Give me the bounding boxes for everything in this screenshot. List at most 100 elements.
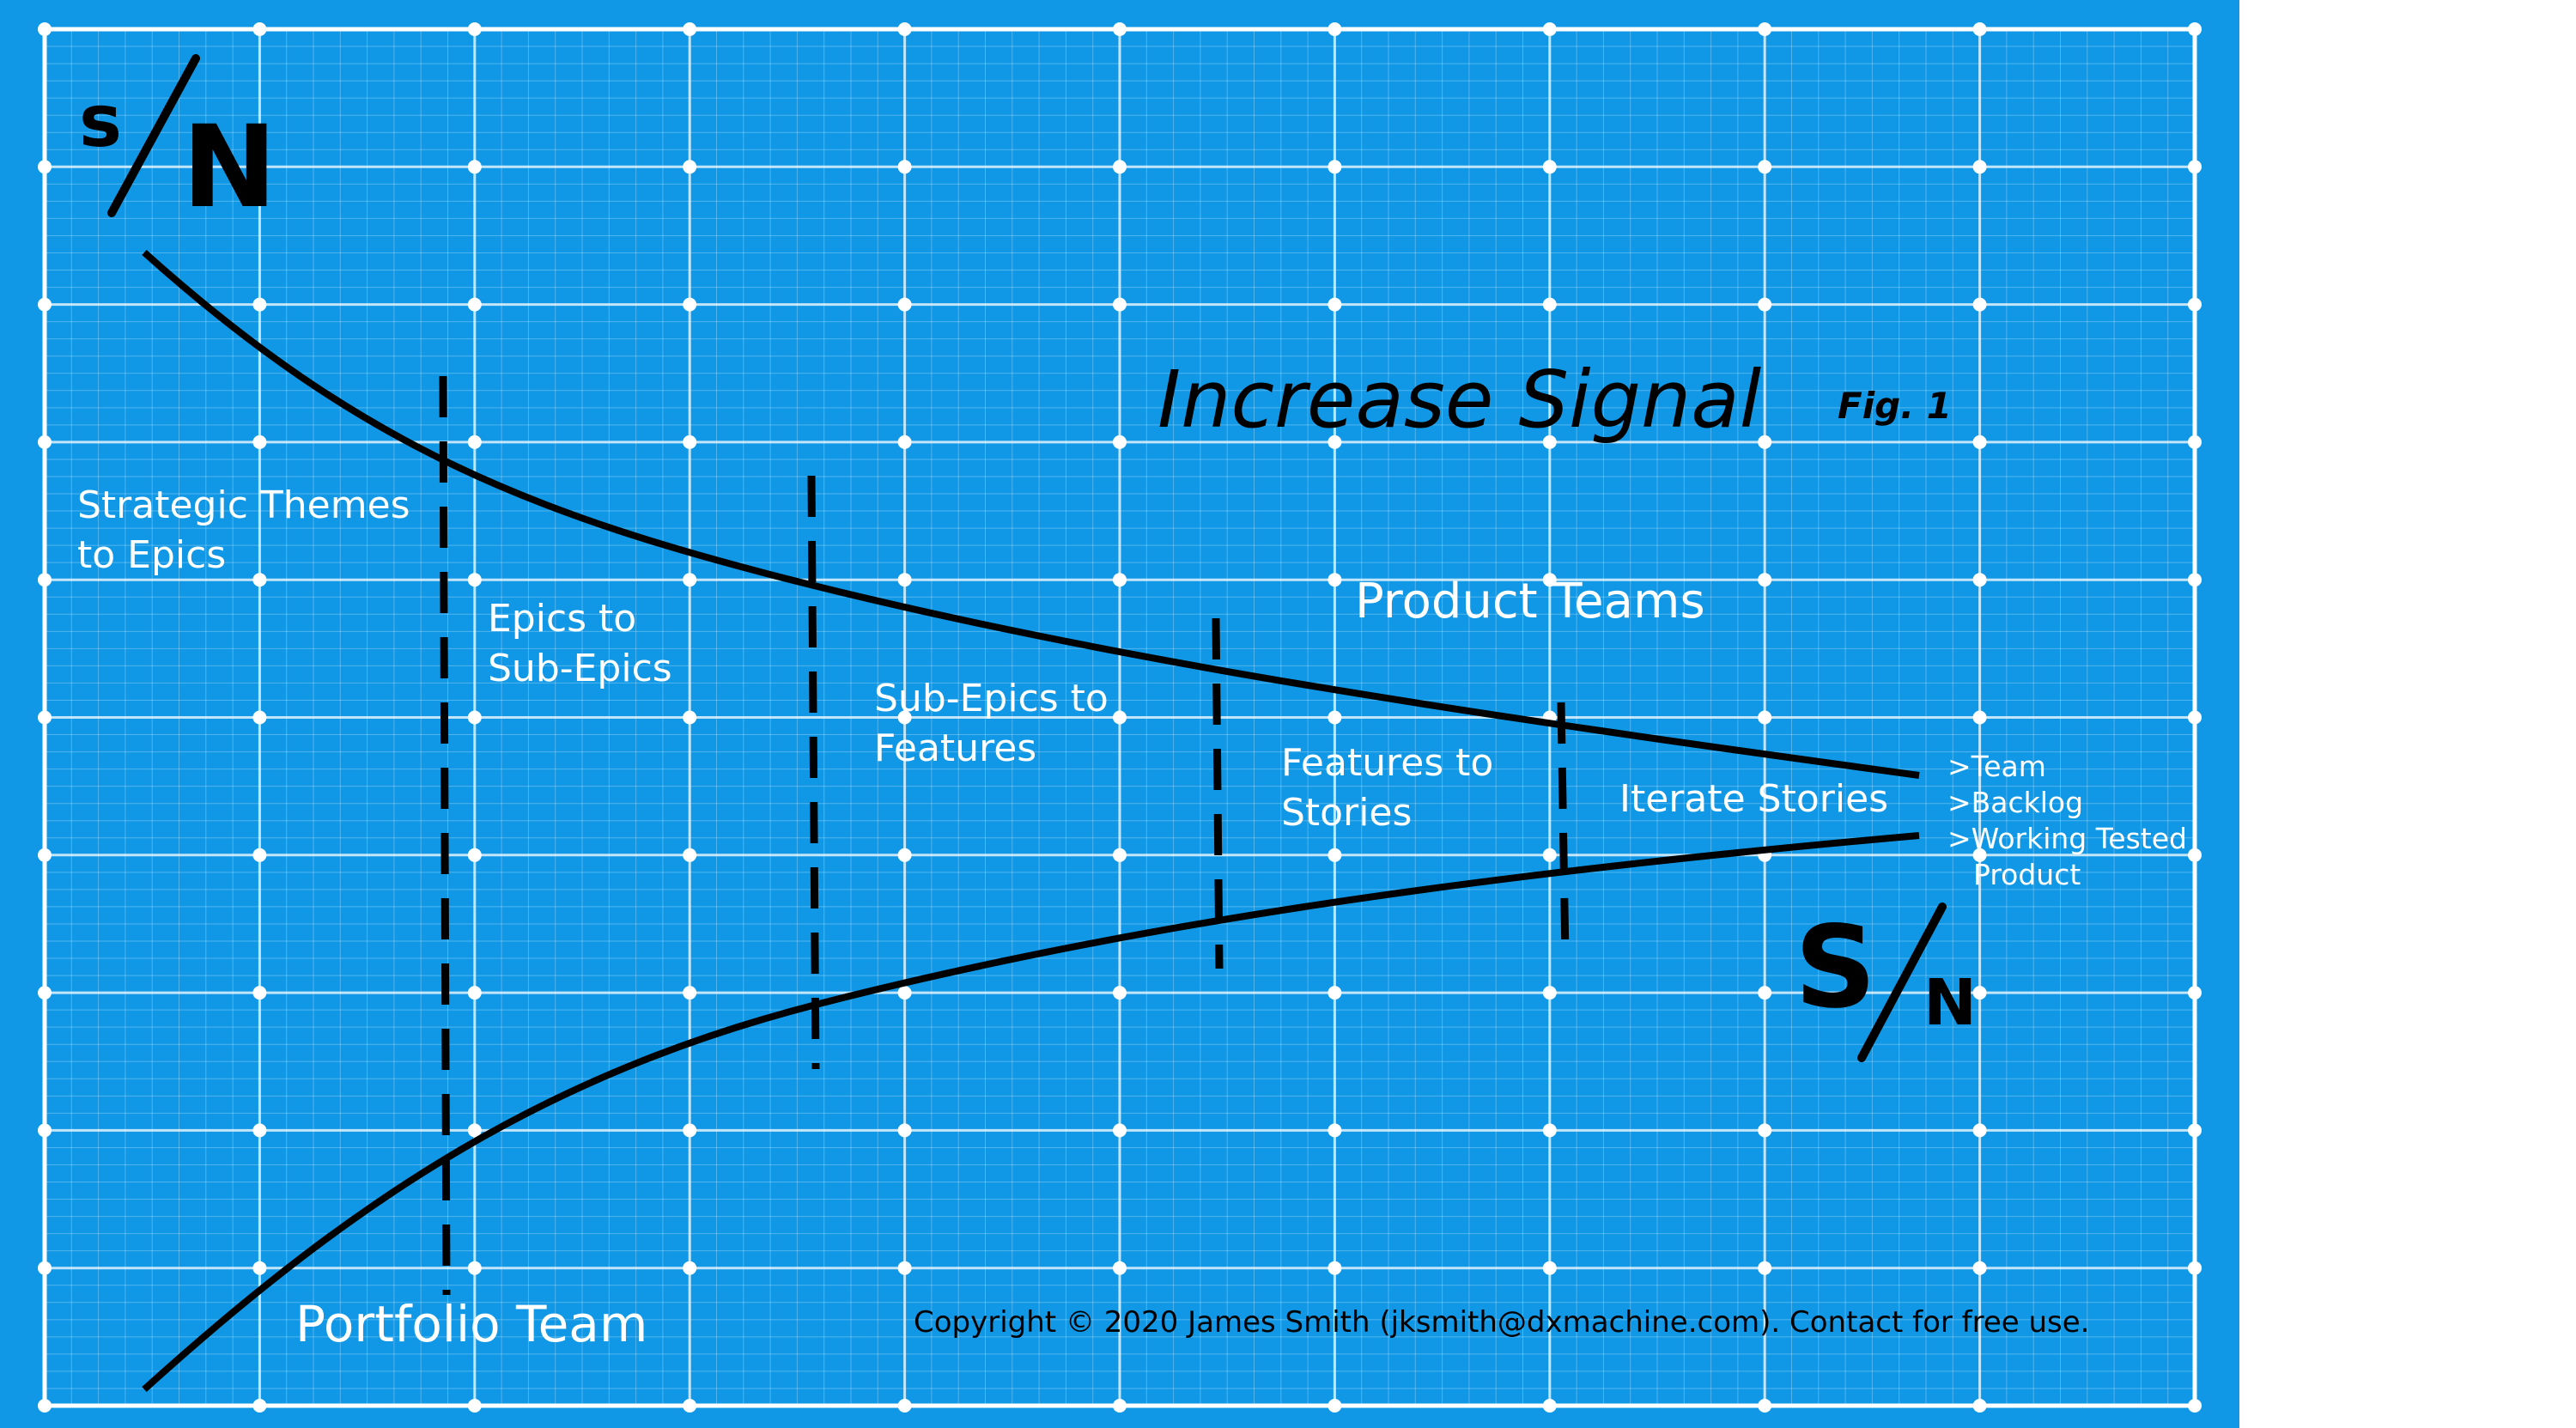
output-working-tested: >Working Tested <box>1947 822 2187 855</box>
stage-4-line-1: Features to <box>1281 741 1494 785</box>
grid-node-dot <box>1327 160 1342 174</box>
grid-node-dot <box>1758 160 1772 174</box>
grid-node-dot <box>252 710 267 725</box>
sn-top-s: s <box>79 79 122 163</box>
grid-node-dot <box>683 434 697 449</box>
separator-3 <box>1212 617 1224 969</box>
grid-node-dot <box>252 160 267 174</box>
grid-node-dot <box>1542 848 1557 862</box>
grid-node-dot <box>1327 848 1342 862</box>
stage-strategic-themes: Strategic Themes to Epics <box>77 481 410 580</box>
grid-node-dot <box>1972 297 1987 312</box>
output-team: >Team <box>1947 750 2046 783</box>
grid-node-dot <box>1758 434 1772 449</box>
grid-node-dot <box>252 1123 267 1138</box>
stage-iterate-stories: Iterate Stories <box>1619 775 1888 824</box>
grid-node-dot <box>1972 1123 1987 1138</box>
grid-node-dot <box>1972 848 1987 862</box>
grid-node-dot <box>1542 986 1557 1000</box>
grid-node-dot <box>897 1123 912 1138</box>
sn-bottom-slash <box>1857 902 1947 1062</box>
outputs-list: >Team >Backlog >Working Tested Product <box>1947 749 2187 893</box>
grid-node-dot <box>1758 986 1772 1000</box>
grid-node-dot <box>683 710 697 725</box>
grid-node-dot <box>683 160 697 174</box>
grid-node-dot <box>1542 1123 1557 1138</box>
grid-node-dot <box>467 434 482 449</box>
grid-node-dot <box>1113 986 1127 1000</box>
grid-node-dot <box>683 848 697 862</box>
grid-node-dot <box>467 573 482 587</box>
grid-node-dot <box>1327 1123 1342 1138</box>
grid-node-dot <box>1327 434 1342 449</box>
separator-1 <box>439 375 451 1296</box>
grid-node-dot <box>897 710 912 725</box>
grid-node-dot <box>252 297 267 312</box>
figure-label: Fig. 1 <box>1838 385 1952 427</box>
grid-node-dot <box>252 1261 267 1275</box>
grid-node-dot <box>1972 1261 1987 1275</box>
lower-curve <box>142 832 1920 1392</box>
sn-bottom-s: S <box>1795 902 1877 1034</box>
stage-1-line-1: Strategic Themes <box>77 483 410 527</box>
stage-2-line-2: Sub-Epics <box>488 647 672 690</box>
stage-sub-epics: Sub-Epics to Features <box>874 674 1109 774</box>
upper-curve <box>142 250 1920 779</box>
grid-node-dot <box>1972 434 1987 449</box>
output-backlog: >Backlog <box>1947 786 2084 819</box>
grid-node-dot <box>252 986 267 1000</box>
grid-node-dot <box>252 848 267 862</box>
grid-node-dot <box>1972 986 1987 1000</box>
grid-node-dot <box>897 434 912 449</box>
diagram-title: Increase Signal <box>1157 354 1762 446</box>
grid-node-dot <box>897 986 912 1000</box>
grid-node-dot <box>252 573 267 587</box>
separator-4 <box>1557 702 1570 958</box>
grid-node-dot <box>1972 160 1987 174</box>
grid-node-dot <box>897 848 912 862</box>
grid-node-dot <box>1542 297 1557 312</box>
grid-node-dot <box>1327 986 1342 1000</box>
stage-epics: Epics to Sub-Epics <box>488 594 672 694</box>
grid-node-dot <box>1542 434 1557 449</box>
sn-bottom-n: N <box>1923 966 1977 1040</box>
stage-features: Features to Stories <box>1281 738 1493 838</box>
grid-node-dot <box>897 160 912 174</box>
separator-2 <box>807 475 820 1070</box>
grid-node-dot <box>1758 1261 1772 1275</box>
grid-node-dot <box>1972 573 1987 587</box>
grid-node-dot <box>1327 1261 1342 1275</box>
grid-node-dot <box>467 710 482 725</box>
stage-3-line-1: Sub-Epics to <box>874 677 1109 720</box>
grid-node-dot <box>897 573 912 587</box>
stage-2-line-1: Epics to <box>488 597 637 641</box>
grid-node-dot <box>252 434 267 449</box>
sn-top-slash <box>107 54 200 217</box>
grid-node-dot <box>683 986 697 1000</box>
grid-node-dot <box>467 986 482 1000</box>
grid-node-dot <box>683 573 697 587</box>
grid-node-dot <box>1758 573 1772 587</box>
grid-node-dot <box>1113 573 1127 587</box>
grid-node-dot <box>1113 848 1127 862</box>
grid-node-dot <box>1113 710 1127 725</box>
output-product: Product <box>1973 858 2081 891</box>
grid-node-dot <box>1113 1123 1127 1138</box>
product-teams-label: Product Teams <box>1355 574 1705 629</box>
grid-node-dot <box>1113 434 1127 449</box>
grid-node-dot <box>1113 1261 1127 1275</box>
grid-node-dot <box>1758 710 1772 725</box>
grid-node-dot <box>683 1261 697 1275</box>
grid-node-dot <box>1327 297 1342 312</box>
grid-node-dot <box>897 297 912 312</box>
grid-node-dot <box>1327 573 1342 587</box>
grid-node-dot <box>897 1261 912 1275</box>
grid-node-dot <box>467 1261 482 1275</box>
grid-node-dot <box>1758 1123 1772 1138</box>
grid-node-dot <box>467 1123 482 1138</box>
grid-node-dot <box>683 297 697 312</box>
border-frame <box>42 27 2197 1408</box>
grid-node-dot <box>1972 710 1987 725</box>
blueprint-board: s N S N Increase Signal Fig. 1 Strategic… <box>0 0 2239 1428</box>
grid-node-dot <box>1327 710 1342 725</box>
